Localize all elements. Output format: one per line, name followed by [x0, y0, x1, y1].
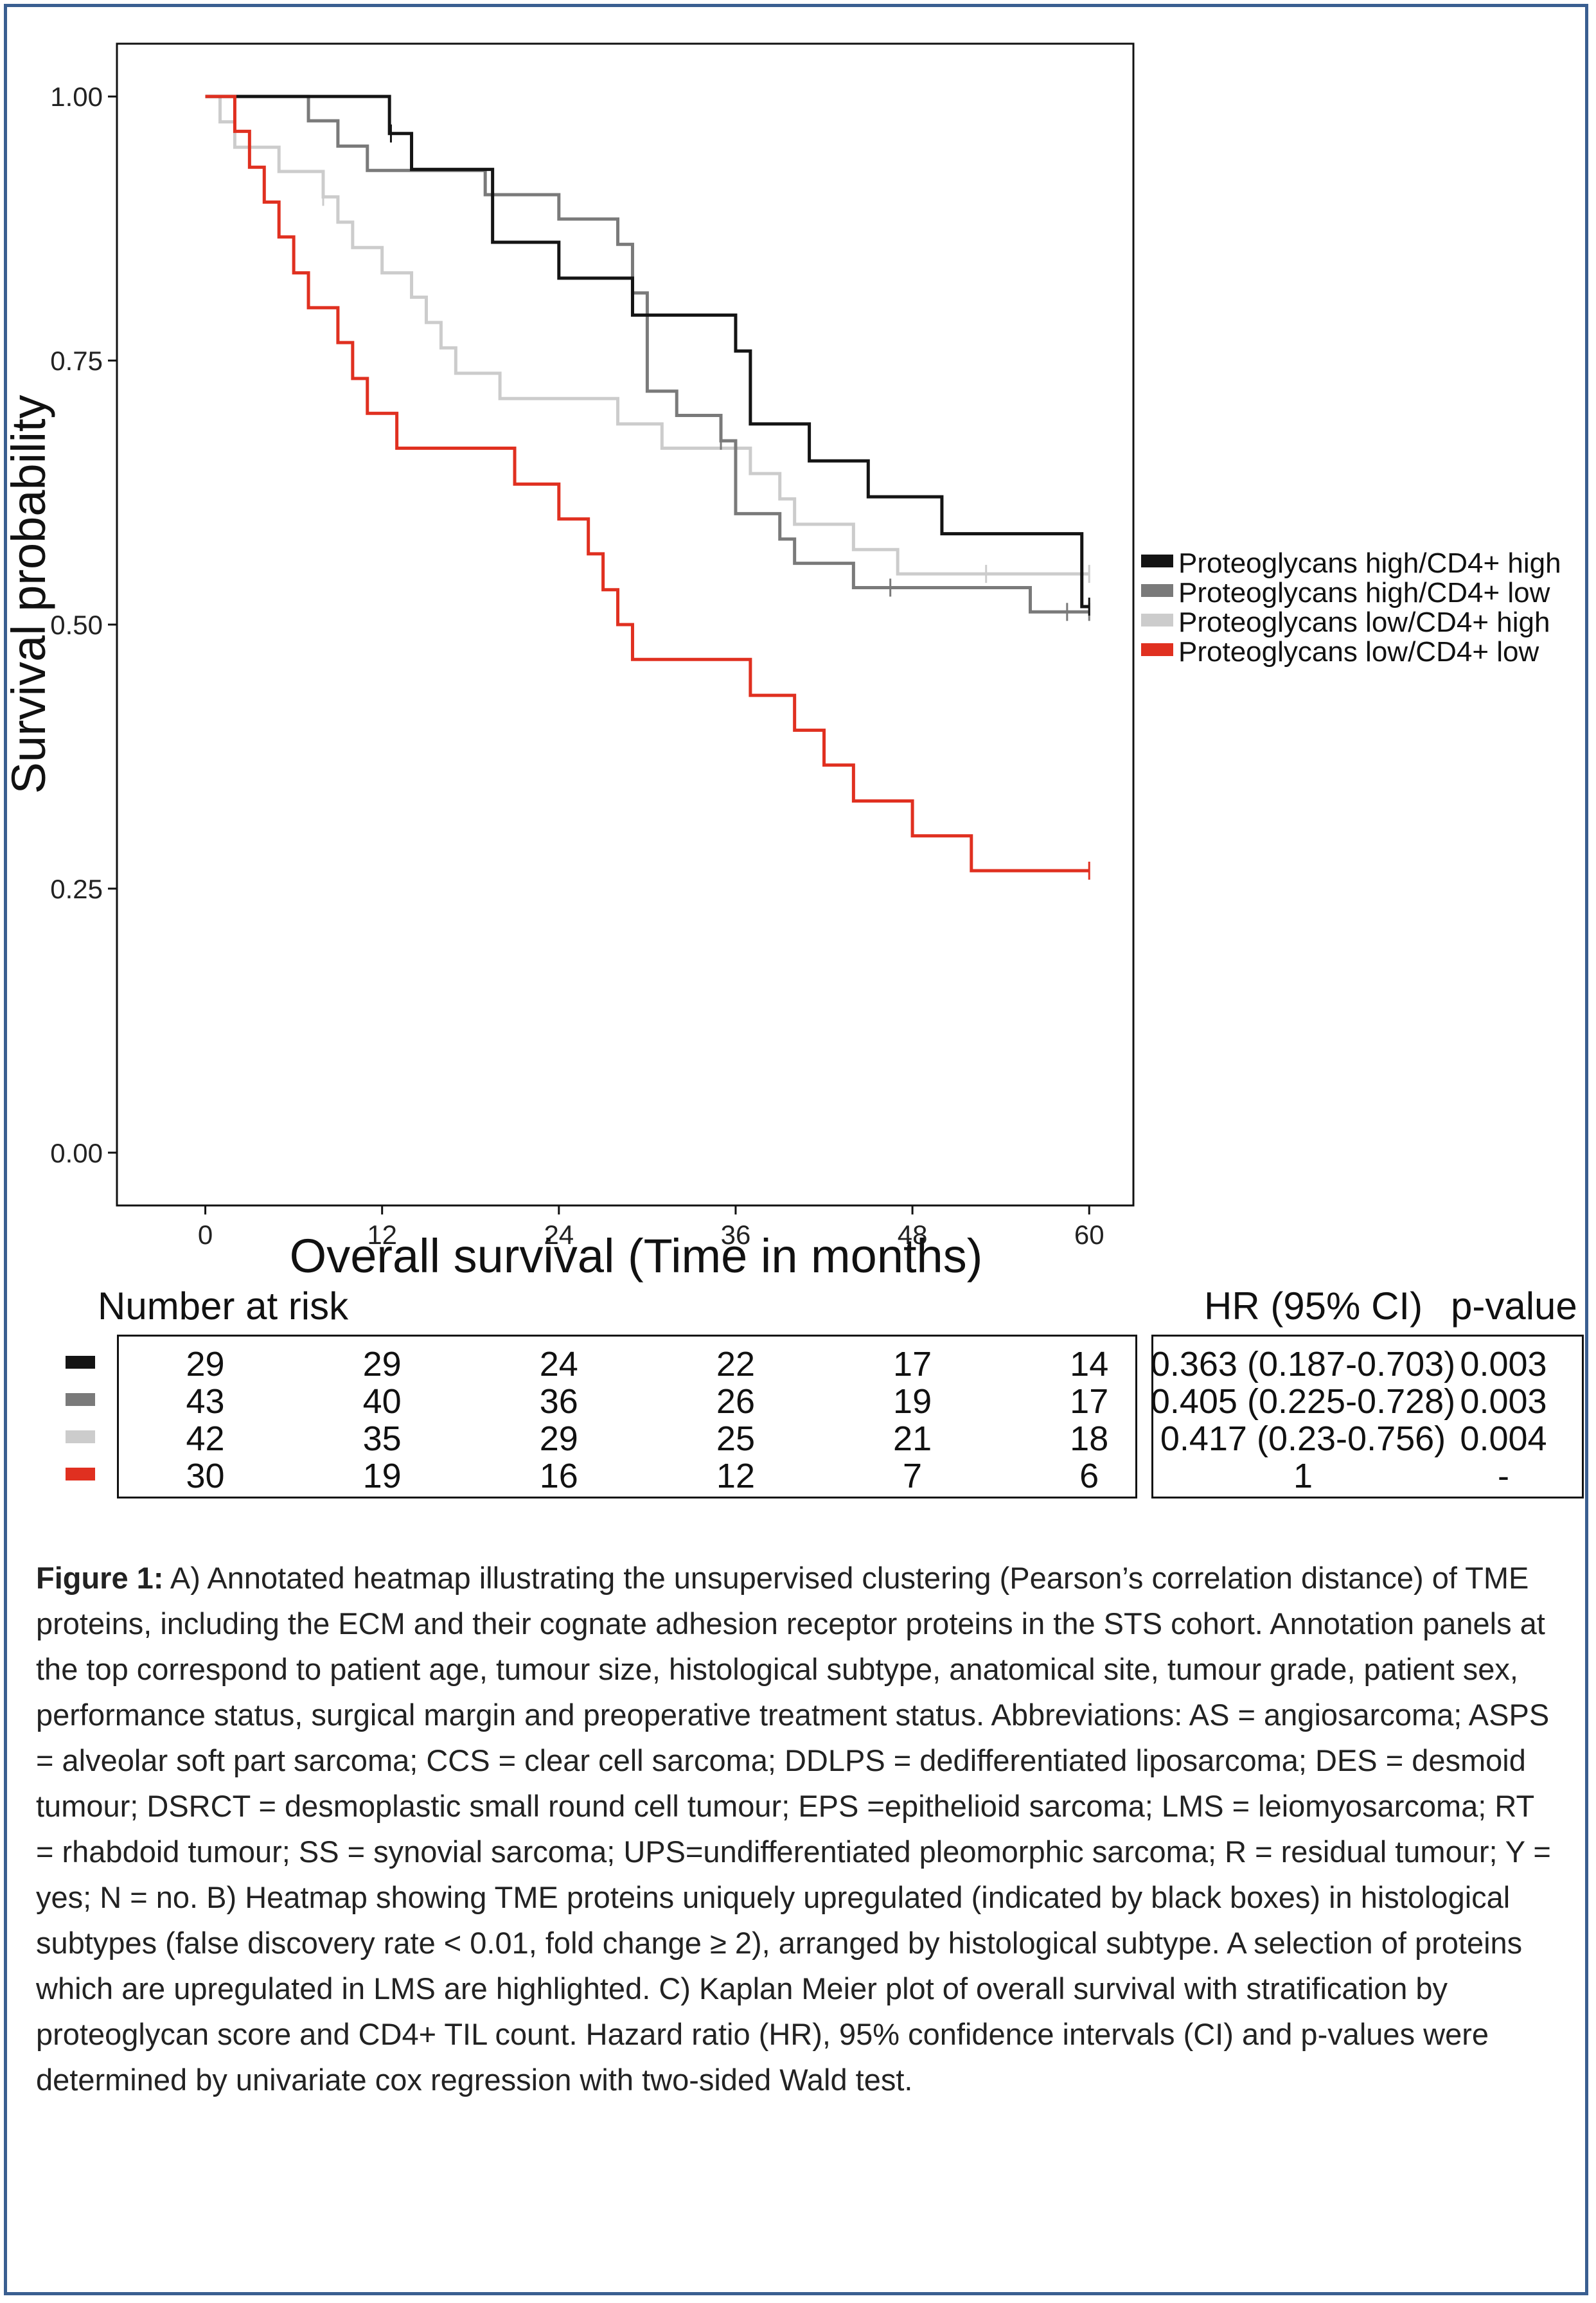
- risk-cell: 30: [186, 1457, 225, 1495]
- survival-curve-2: [205, 94, 1090, 576]
- x-tick-label: 36: [721, 1220, 751, 1250]
- p-value-cell: 0.003: [1460, 1345, 1547, 1383]
- y-tick-label: 0.75: [50, 346, 103, 376]
- risk-cell: 21: [893, 1419, 932, 1458]
- risk-cell: 35: [362, 1419, 402, 1458]
- risk-row-swatch: [66, 1468, 95, 1480]
- risk-cell: 29: [539, 1419, 578, 1458]
- risk-cell: 19: [362, 1457, 402, 1495]
- risk-cell: 40: [362, 1382, 402, 1421]
- x-tick-label: 24: [544, 1220, 574, 1250]
- risk-cell: 19: [893, 1382, 932, 1421]
- risk-cell: 26: [716, 1382, 755, 1421]
- legend-swatch: [1141, 584, 1173, 597]
- x-tick-label: 48: [898, 1220, 928, 1250]
- hr-cell: 0.363 (0.187-0.703): [1150, 1345, 1456, 1383]
- risk-cell: 16: [539, 1457, 578, 1495]
- risk-row-swatch: [66, 1393, 95, 1406]
- risk-cell: 24: [539, 1345, 578, 1383]
- hr-cell: 0.417 (0.23-0.756): [1160, 1419, 1446, 1458]
- y-tick-label: 0.25: [50, 874, 103, 904]
- x-tick-label: 12: [367, 1220, 397, 1250]
- risk-cell: 36: [539, 1382, 578, 1421]
- risk-row-swatch: [66, 1356, 95, 1369]
- p-value-header: p-value: [1451, 1285, 1577, 1328]
- risk-cell: 18: [1070, 1419, 1109, 1458]
- y-tick-label: 1.00: [50, 82, 103, 112]
- risk-cell: 14: [1070, 1345, 1109, 1383]
- legend-label: Proteoglycans high/CD4+ high: [1178, 547, 1561, 579]
- km-plot: 1.00 0.75 0.50 0.25 0.00 0 12 24 36 48 60 Surviva…: [2, 42, 1561, 1283]
- risk-row-swatch: [66, 1430, 95, 1443]
- risk-cell: 17: [1070, 1382, 1109, 1421]
- risk-table-title: Number at risk: [98, 1285, 349, 1328]
- survival-curve-3: [205, 94, 1090, 873]
- legend-swatch: [1141, 643, 1173, 656]
- risk-table: [117, 1335, 1137, 1498]
- caption-label: Figure 1:: [36, 1561, 164, 1595]
- legend-swatch: [1141, 555, 1173, 567]
- figure-caption: Figure 1: A) Annotated heatmap illustrat…: [36, 1555, 1552, 2103]
- risk-cell: 29: [362, 1345, 402, 1383]
- risk-cell: 42: [186, 1419, 225, 1458]
- p-value-cell: -: [1498, 1457, 1509, 1495]
- risk-cell: 12: [716, 1457, 755, 1495]
- legend-label: Proteoglycans low/CD4+ low: [1178, 636, 1539, 668]
- risk-cell: 29: [186, 1345, 225, 1383]
- hr-cell: 1: [1293, 1457, 1313, 1495]
- risk-cell: 25: [716, 1419, 755, 1458]
- risk-cell: 7: [903, 1457, 923, 1495]
- risk-cell: 43: [186, 1382, 225, 1421]
- x-tick-label: 0: [198, 1220, 213, 1250]
- hr-cell: 0.405 (0.225-0.728): [1150, 1382, 1456, 1421]
- p-value-cell: 0.004: [1460, 1419, 1547, 1458]
- y-axis-label: Survival probability: [2, 395, 55, 794]
- legend-label: Proteoglycans low/CD4+ high: [1178, 607, 1550, 638]
- hr-table: [1151, 1335, 1584, 1498]
- survival-curve-0: [205, 94, 1090, 609]
- x-axis-label: Overall survival (Time in months): [290, 1229, 983, 1283]
- caption-text: A) Annotated heatmap illustrating the un…: [36, 1561, 1551, 2097]
- hr-header: HR (95% CI): [1204, 1285, 1423, 1328]
- legend: Proteoglycans high/CD4+ highProteoglycan…: [1141, 547, 1561, 668]
- figure-frame: [4, 4, 1588, 2295]
- y-tick-label: 0.50: [50, 610, 103, 640]
- risk-cell: 17: [893, 1345, 932, 1383]
- x-tick-label: 60: [1074, 1220, 1104, 1250]
- risk-cell: 22: [716, 1345, 755, 1383]
- risk-cell: 6: [1079, 1457, 1099, 1495]
- legend-label: Proteoglycans high/CD4+ low: [1178, 577, 1550, 609]
- p-value-cell: 0.003: [1460, 1382, 1547, 1421]
- y-tick-label: 0.00: [50, 1138, 103, 1168]
- survival-curve-1: [205, 94, 1090, 614]
- legend-swatch: [1141, 614, 1173, 627]
